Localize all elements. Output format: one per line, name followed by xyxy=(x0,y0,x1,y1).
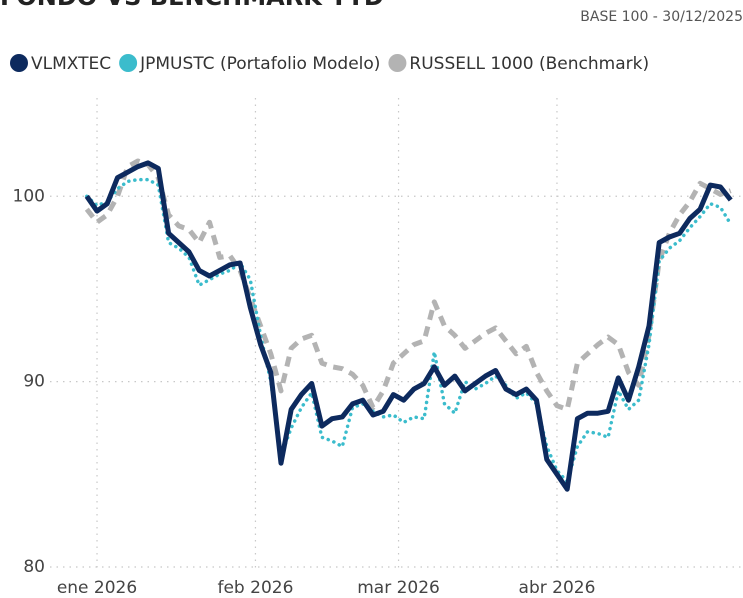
x-tick-label: abr 2026 xyxy=(519,578,596,598)
legend-marker xyxy=(388,54,407,72)
x-tick-label: ene 2026 xyxy=(57,578,137,598)
legend-label: VLMXTEC xyxy=(31,54,111,74)
x-tick-label: mar 2026 xyxy=(357,578,440,598)
series-line xyxy=(84,158,732,412)
y-tick-label: 80 xyxy=(23,557,45,577)
series-line xyxy=(85,177,733,484)
y-tick-label: 100 xyxy=(13,186,45,206)
y-tick-label: 90 xyxy=(23,372,45,392)
series-line xyxy=(84,160,733,492)
chart-subtitle: BASE 100 - 30/12/2025 xyxy=(580,9,743,25)
legend-marker xyxy=(119,54,138,72)
legend-label: RUSSELL 1000 (Benchmark) xyxy=(409,54,649,74)
chart-title: FONDO VS BENCHMARK YTD xyxy=(0,0,384,11)
legend-label: JPMUSTC (Portafolio Modelo) xyxy=(139,54,380,74)
x-tick-label: feb 2026 xyxy=(217,578,293,598)
legend-marker xyxy=(10,54,28,72)
